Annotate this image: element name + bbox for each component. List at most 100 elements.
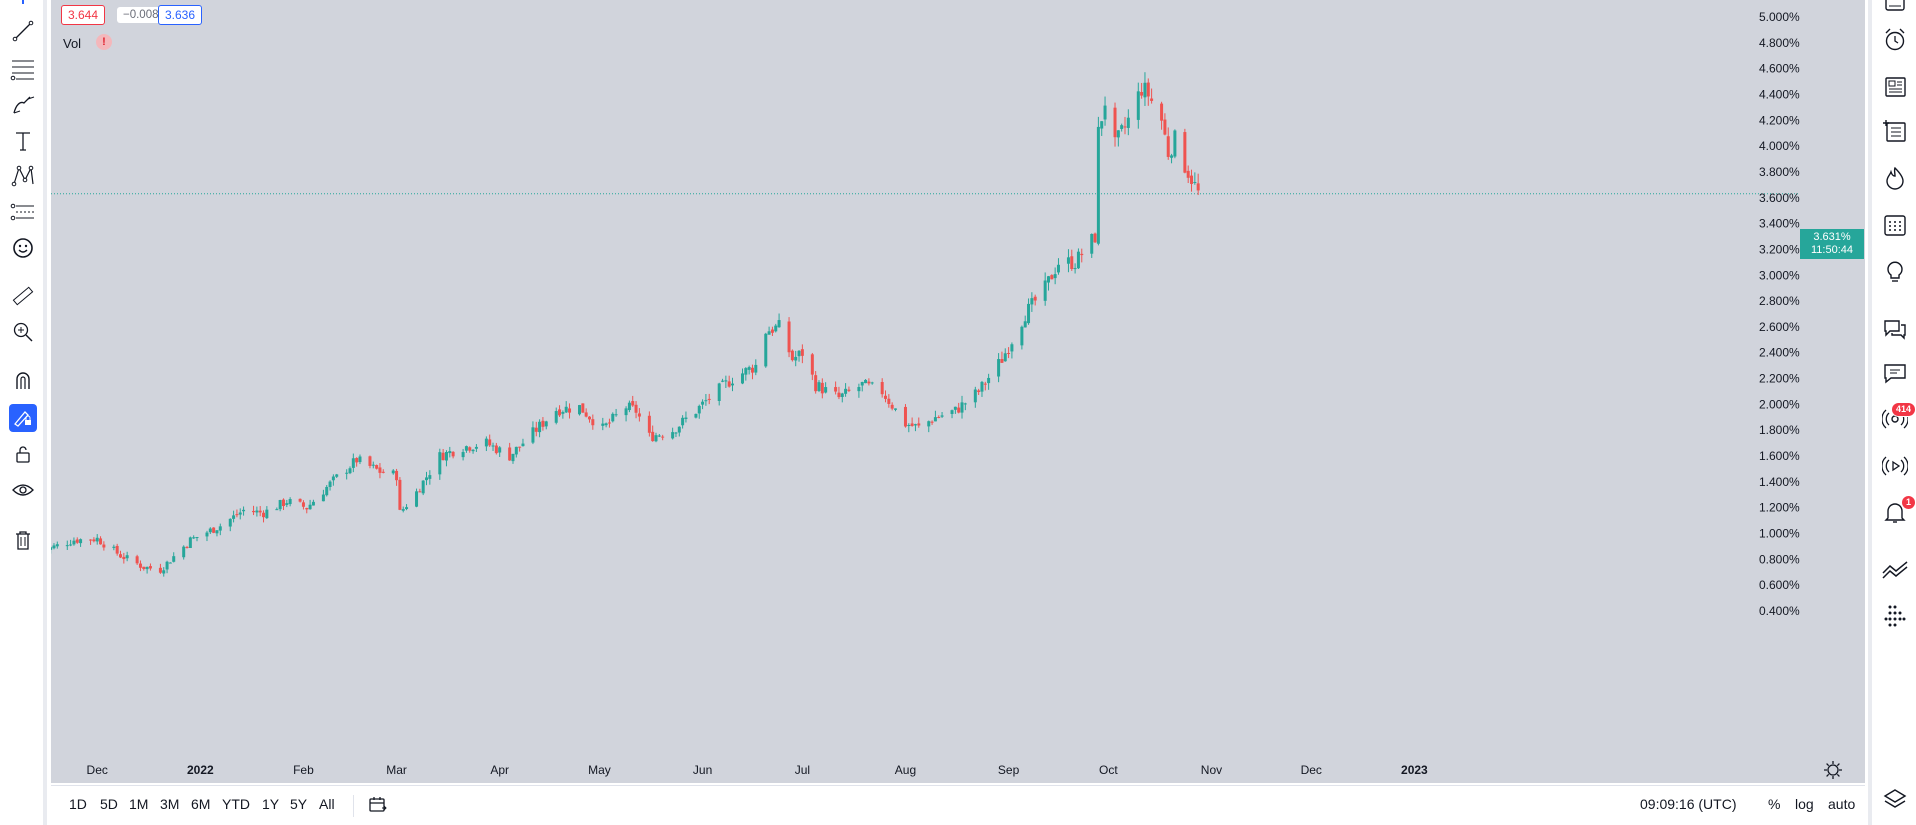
trading-icon[interactable] [1880, 554, 1910, 584]
candle [378, 463, 382, 479]
hotlist-icon[interactable] [1880, 163, 1910, 193]
trend-line-icon[interactable] [9, 17, 37, 45]
candle [1093, 232, 1097, 243]
alarm-clock-icon[interactable] [1880, 25, 1910, 55]
zoom-in-icon[interactable] [9, 318, 37, 346]
go-to-date-icon[interactable] [368, 796, 388, 819]
candle [508, 442, 512, 461]
notifications-icon[interactable]: 1 [1880, 495, 1916, 527]
candle [185, 545, 189, 549]
candle [122, 552, 126, 564]
candle [820, 378, 824, 399]
pattern-icon[interactable] [9, 162, 37, 190]
candle [301, 500, 305, 510]
volume-indicator-label[interactable]: Vol [63, 36, 82, 51]
candle [1043, 272, 1047, 306]
candle [491, 442, 495, 451]
candle [488, 434, 492, 447]
candle [311, 499, 315, 506]
watchlist-icon[interactable] [1880, 0, 1910, 16]
candle [1120, 123, 1124, 132]
range-6m-button[interactable]: 6M [191, 796, 211, 812]
candle [1140, 82, 1144, 99]
range-5d-button[interactable]: 5D [100, 796, 118, 812]
candle [405, 504, 409, 511]
candle [887, 394, 891, 408]
toolbar-divider [353, 795, 354, 817]
emoji-icon[interactable] [9, 234, 37, 262]
trash-icon[interactable] [9, 526, 37, 554]
brush-icon[interactable] [9, 91, 37, 119]
time-axis-label: Jul [795, 763, 810, 777]
candle [451, 451, 455, 459]
streams-badge: 414 [1890, 402, 1916, 417]
candle [468, 446, 472, 453]
messages-icon[interactable] [1880, 358, 1910, 388]
bottom-toolbar: 1D 5D 1M 3M 6M YTD 1Y 5Y All 09:09:16 (U… [51, 785, 1865, 825]
ideas-icon[interactable] [1880, 256, 1910, 286]
candle [893, 408, 897, 412]
range-1d-button[interactable]: 1D [69, 796, 87, 812]
volume-warning-icon[interactable]: ! [96, 34, 112, 50]
candlestick-chart[interactable]: 5.000% 4.800% 4.600% 4.400% 4.200% 4.000% 3.80… [51, 0, 1865, 783]
time-axis-label: Feb [293, 763, 314, 777]
chart-settings-icon[interactable] [1824, 761, 1842, 779]
text-icon[interactable] [9, 127, 37, 155]
percent-scale-button[interactable]: % [1768, 796, 1781, 812]
candle [1003, 348, 1007, 362]
candle [847, 386, 851, 393]
candle [1046, 275, 1050, 291]
range-ytd-button[interactable]: YTD [222, 796, 250, 812]
candle [119, 550, 123, 559]
object-tree-icon[interactable] [1880, 600, 1910, 630]
candle [544, 420, 548, 430]
chat-icon[interactable] [1880, 314, 1910, 344]
price-axis[interactable]: 5.000% 4.800% 4.600% 4.400% 4.200% 4.000% 3.80… [1759, 10, 1800, 618]
streams-icon[interactable]: 414 [1880, 402, 1916, 434]
candle [65, 540, 69, 550]
eye-icon[interactable] [9, 476, 37, 504]
range-3m-button[interactable]: 3M [160, 796, 180, 812]
lock-icon[interactable] [9, 440, 37, 468]
chart-pane[interactable]: 5.000% 4.800% 4.600% 4.400% 4.200% 4.000% 3.80… [51, 0, 1865, 783]
candle [464, 445, 468, 453]
candle [471, 449, 475, 454]
price-axis-label: 3.200% [1759, 242, 1800, 256]
last-price-value: 3.631% [1813, 231, 1851, 243]
range-1m-button[interactable]: 1M [129, 796, 149, 812]
candle [348, 466, 352, 475]
time-axis[interactable]: Dec 2022 Feb Mar Apr May Jun Jul Aug Sep Oct Nov Dec… [87, 763, 1428, 777]
candle [727, 375, 731, 388]
range-all-button[interactable]: All [319, 796, 335, 812]
clock-timezone[interactable]: 09:09:16 (UTC) [1640, 796, 1737, 812]
range-1y-button[interactable]: 1Y [262, 796, 280, 812]
magnet-icon[interactable] [9, 366, 37, 394]
fib-retracement-icon[interactable] [9, 55, 37, 83]
candle [870, 381, 874, 385]
add-list-icon[interactable] [1880, 116, 1910, 146]
candle [607, 418, 611, 428]
broadcast-icon[interactable] [1880, 451, 1910, 481]
candle [418, 488, 422, 493]
candle [325, 485, 329, 497]
range-5y-button[interactable]: 5Y [290, 796, 308, 812]
legend-open-value: 3.644 [61, 5, 106, 25]
auto-scale-button[interactable]: auto [1828, 796, 1856, 812]
calendar-icon[interactable] [1880, 210, 1910, 240]
candle [305, 507, 309, 514]
cursor-icon[interactable] [9, 0, 37, 18]
candle [381, 469, 385, 474]
candle [717, 382, 721, 406]
stay-in-drawing-mode-icon[interactable] [9, 404, 37, 432]
layers-icon[interactable] [1880, 784, 1910, 814]
forecast-icon[interactable] [9, 198, 37, 226]
news-icon[interactable] [1880, 72, 1910, 102]
candle [867, 378, 871, 386]
candle [531, 421, 535, 445]
candle [987, 373, 991, 390]
ruler-icon[interactable] [9, 282, 37, 310]
log-scale-button[interactable]: log [1795, 796, 1814, 812]
candle [285, 499, 289, 508]
price-axis-label: 4.000% [1759, 139, 1800, 153]
candle [890, 402, 894, 411]
